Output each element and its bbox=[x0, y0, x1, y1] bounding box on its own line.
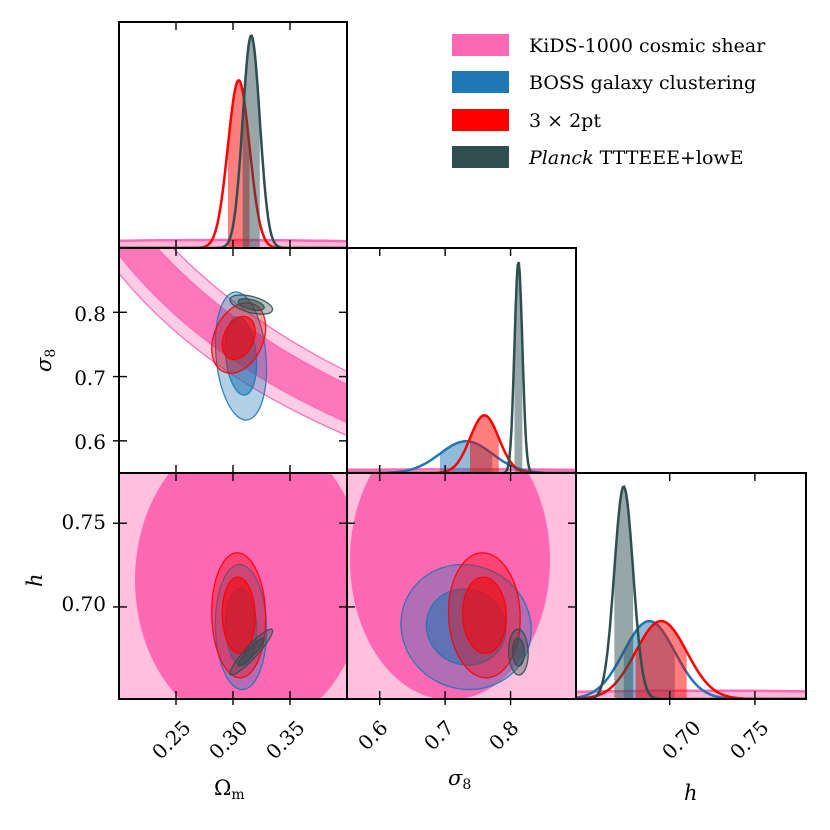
x-tick-label-sigma8: 0.6 bbox=[353, 716, 392, 755]
y-tick-label-h: 0.70 bbox=[61, 592, 106, 616]
contour-68-3 bbox=[237, 298, 265, 312]
y-axis-label-sigma8: σ8 bbox=[32, 349, 59, 372]
panel-frame-2-2 bbox=[575, 472, 807, 700]
posterior-curve-0 bbox=[576, 689, 806, 694]
contour-68-2 bbox=[221, 576, 256, 655]
legend-label-boss: BOSS galaxy clustering bbox=[529, 72, 756, 94]
legend-swatch-planck bbox=[452, 146, 509, 168]
x-tick-label-sigma8: 0.8 bbox=[484, 716, 523, 755]
panel-frame-1-1 bbox=[346, 247, 577, 474]
panel-h-vs-sigma8 bbox=[347, 473, 576, 699]
x-axis-label-sigma8: σ8 bbox=[448, 766, 471, 793]
panel-h-vs-omega-m bbox=[119, 473, 347, 699]
posterior-curve-3 bbox=[119, 34, 347, 248]
y-tick-label-sigma8: 0.7 bbox=[74, 366, 106, 390]
x-tick-label-h: 0.70 bbox=[657, 716, 705, 764]
x-tick-label-h: 0.75 bbox=[725, 716, 773, 764]
y-tick-label-h: 0.75 bbox=[61, 510, 106, 534]
contour-68-3 bbox=[237, 637, 265, 667]
x-axis-label-h: h bbox=[684, 781, 698, 805]
contour-68-2 bbox=[221, 315, 256, 361]
panel-h-posterior bbox=[576, 485, 806, 699]
legend-label-3x2pt: 3 × 2pt bbox=[529, 110, 601, 132]
panel-omega-m-posterior bbox=[119, 34, 347, 248]
tick-marks bbox=[113, 22, 756, 705]
legend-label-kids: KiDS-1000 cosmic shear bbox=[529, 35, 766, 57]
contour-68-3 bbox=[511, 637, 526, 667]
x-tick-label-omega-m: 0.25 bbox=[147, 716, 195, 764]
legend: KiDS-1000 cosmic shear BOSS galaxy clust… bbox=[452, 34, 766, 169]
panel-sigma8-vs-omega-m bbox=[119, 248, 347, 437]
posterior-curve-3 bbox=[576, 485, 806, 699]
x-tick-label-omega-m: 0.30 bbox=[204, 716, 252, 764]
posterior-band-2 bbox=[470, 415, 499, 473]
legend-swatch-boss bbox=[452, 71, 509, 93]
y-tick-label-sigma8: 0.6 bbox=[74, 430, 106, 454]
y-axis-label-h: h bbox=[23, 573, 47, 587]
posterior-curve-2 bbox=[119, 79, 347, 248]
posterior-band-2 bbox=[635, 621, 687, 699]
legend-label-planck: Planck TTTEEE+lowE bbox=[528, 147, 744, 169]
x-axis-label-omega-m: Ωm bbox=[214, 776, 245, 803]
legend-swatch-kids bbox=[452, 34, 509, 56]
y-tick-label-sigma8: 0.8 bbox=[74, 302, 106, 326]
posterior-band-3 bbox=[614, 486, 634, 699]
legend-swatch-3x2pt bbox=[452, 109, 509, 131]
posterior-band-3 bbox=[242, 35, 260, 248]
x-tick-label-omega-m: 0.35 bbox=[261, 716, 309, 764]
contour-68-2 bbox=[461, 576, 507, 655]
x-tick-label-sigma8: 0.7 bbox=[419, 716, 458, 755]
